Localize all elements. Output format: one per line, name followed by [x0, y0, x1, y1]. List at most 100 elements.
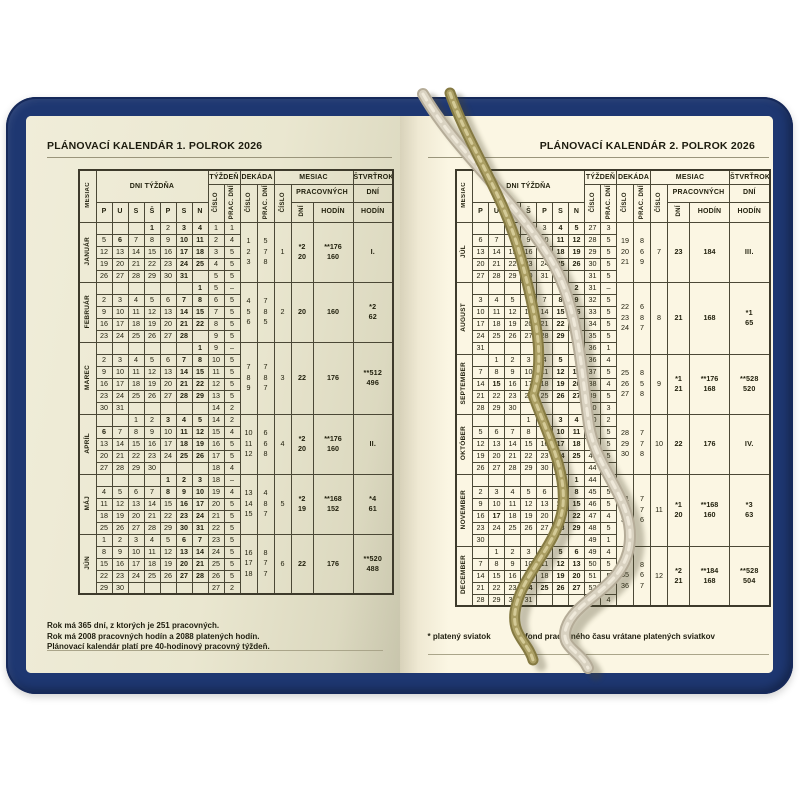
day-cell [159, 581, 177, 595]
week-number-cell: 31 [584, 269, 601, 283]
day-cell: 11 [191, 233, 209, 247]
week-row: 9 10 11 12 13 14 15 11 5 [79, 365, 393, 379]
day-cell: 5 [143, 353, 161, 367]
day-cell: 1 [488, 545, 505, 559]
day-cell: 26 [143, 389, 161, 403]
day-cell: 24 [111, 389, 129, 403]
day-cell: 9 [472, 497, 489, 511]
day-cell: 21 [472, 389, 489, 403]
week-number-cell: 31 [584, 281, 601, 295]
day-cell: 10 [175, 233, 193, 247]
day-cell: 18 [552, 245, 569, 259]
week-row: 25 26 27 28 29 30 31 22 5 [79, 521, 393, 535]
month-number-cell: 8 [650, 281, 669, 355]
day-cell [488, 221, 505, 235]
day-cell: 2 [95, 293, 113, 307]
week-workdays-cell: 5 [223, 305, 241, 319]
week-number-cell: 24 [207, 545, 225, 559]
day-cell [127, 581, 145, 595]
day-cell [568, 461, 585, 475]
page-footnotes: * platený sviatok ** fond pracovného času… [428, 632, 715, 643]
week-row: 29 30 27 2 [79, 581, 393, 595]
day-cell: 5 [504, 293, 521, 307]
day-cell: 25 [536, 581, 553, 595]
header-day-letter: Š [143, 201, 161, 223]
day-cell [568, 401, 585, 415]
day-cell: 13 [568, 365, 585, 379]
day-cell [520, 401, 537, 415]
day-cell: 20 [472, 257, 489, 271]
day-cell: 14 [536, 305, 553, 319]
day-cell: 23 [520, 257, 537, 271]
day-cell: 2 [143, 413, 161, 427]
day-cell: 29 [143, 269, 161, 283]
day-cell: 21 [175, 317, 193, 331]
week-number-cell: 45 [584, 485, 601, 499]
quarter-cell: **512 496 [352, 341, 394, 415]
week-workdays-cell: 4 [223, 425, 241, 439]
header-day-letter: Š [520, 201, 537, 223]
header-mesiac-vertical: MESIAC [78, 169, 97, 223]
day-cell: 19 [520, 509, 537, 523]
day-cell: 16 [159, 245, 177, 259]
header-mesiac-cislo-text: ČÍSLO [656, 191, 663, 212]
day-cell [175, 341, 193, 355]
month-number-cell: 5 [273, 473, 292, 535]
day-cell: 17 [127, 557, 145, 571]
day-cell: 21 [504, 449, 521, 463]
day-cell: 21 [536, 317, 553, 331]
header-day-letter: U [488, 201, 505, 223]
header-tyzden-cislo: ČÍSLO [584, 183, 601, 223]
day-cell [520, 473, 537, 487]
week-workdays-cell: 4 [599, 377, 618, 391]
dekada-workdays-cell: 8 6 7 [633, 545, 652, 607]
day-cell [536, 533, 553, 547]
day-cell: 3 [536, 221, 553, 235]
day-cell: 16 [143, 437, 161, 451]
day-cell: 14 [175, 305, 193, 319]
header-mesiac-hodin: HODÍN [689, 201, 731, 223]
day-cell: 7 [488, 233, 505, 247]
day-cell [111, 473, 129, 487]
month-days-cell: *1 20 [667, 473, 691, 547]
day-cell [143, 401, 161, 415]
day-cell: 20 [520, 317, 537, 331]
day-cell: 2 [504, 545, 521, 559]
week-number-cell: 43 [584, 449, 601, 463]
day-cell: 12 [191, 425, 209, 439]
day-cell [175, 281, 193, 295]
header-tyzden: TÝŽDEŇ [207, 169, 241, 185]
month-hours-cell: 176 [312, 341, 354, 415]
day-cell: 16 [536, 437, 553, 451]
day-cell: 24 [159, 449, 177, 463]
header-day-letter: S [127, 201, 145, 223]
week-row: JÚL 1 2 3 4 5 27 3 19 20 21 8 6 9 7 23 184 III. [455, 221, 771, 283]
day-cell: 18 [536, 377, 553, 391]
day-cell: 8 [568, 485, 585, 499]
day-cell: 21 [472, 581, 489, 595]
day-cell: 25 [127, 329, 145, 343]
week-number-cell: 29 [584, 245, 601, 259]
day-cell: 24 [520, 389, 537, 403]
month-days-cell: 21 [667, 281, 691, 355]
title-rule [47, 157, 392, 158]
day-cell: 7 [127, 233, 145, 247]
dekada-numbers-cell: 13 14 15 [239, 473, 258, 535]
header-tyzden-prac-dni-text: PRAC. DNÍ [229, 184, 235, 219]
week-workdays-cell: 5 [223, 329, 241, 343]
day-cell: 16 [111, 557, 129, 571]
day-cell: 12 [143, 305, 161, 319]
day-cell: 10 [536, 233, 553, 247]
month-label-text: JÚL [460, 244, 468, 258]
day-cell: 26 [95, 269, 113, 283]
day-cell: 30 [95, 401, 113, 415]
day-cell: 18 [568, 437, 585, 451]
week-number-cell: 49 [584, 545, 601, 559]
day-cell: 9 [568, 293, 585, 307]
month-label: NOVEMBER [455, 473, 473, 547]
month-hours-cell: **184 168 [689, 545, 731, 607]
quarter-cell: *1 65 [729, 281, 771, 355]
header-stvrtrok-hodin: HODÍN [729, 201, 771, 223]
day-cell: 12 [159, 545, 177, 559]
